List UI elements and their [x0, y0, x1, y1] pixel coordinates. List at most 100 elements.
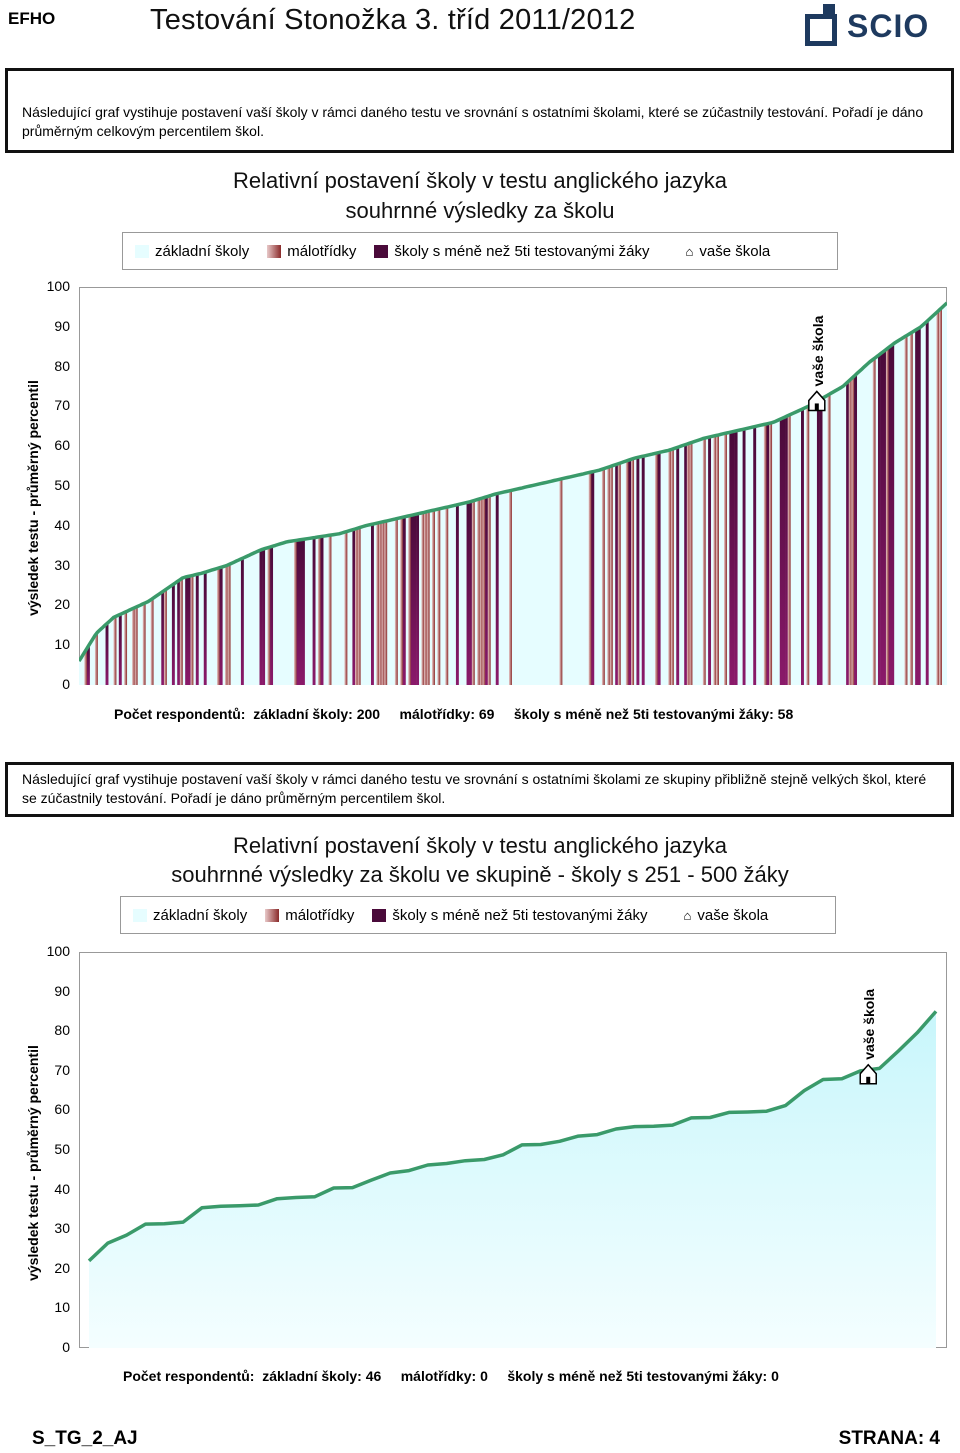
bar-small-school [588, 472, 592, 685]
elementary-area [89, 1011, 936, 1348]
y-tick-label: 10 [54, 636, 70, 653]
bar-small-school [763, 424, 767, 685]
bar-small-school [670, 449, 674, 685]
bar-small-school [668, 450, 672, 685]
bar-small-school [357, 527, 361, 685]
y-tick-label: 80 [54, 357, 70, 374]
bar-few-pupils [891, 344, 895, 685]
bar-few-pupils [742, 429, 746, 685]
y-tick-label: 80 [54, 1022, 70, 1039]
bar-few-pupils [880, 352, 884, 685]
bar-few-pupils [352, 529, 356, 685]
bar-few-pupils [320, 536, 324, 685]
house-icon: ⌂ [683, 907, 692, 923]
bar-few-pupils [877, 354, 881, 685]
bar-small-school [426, 511, 430, 685]
bar-small-school [609, 466, 613, 685]
bar-small-school [394, 518, 398, 685]
bar-small-school [848, 379, 852, 685]
y-tick-label: 0 [62, 1339, 70, 1355]
bar-few-pupils [370, 524, 374, 685]
page-title: Testování Stonožka 3. tříd 2011/2012 [150, 4, 636, 36]
y-tick-label: 50 [54, 1141, 70, 1157]
bar-few-pupils [657, 452, 661, 685]
bar-few-pupils [734, 430, 738, 685]
footer-code: S_TG_2_AJ [32, 1428, 138, 1449]
bar-few-pupils [816, 400, 820, 685]
bar-few-pupils [312, 537, 316, 685]
bar-small-school [163, 589, 167, 685]
chart2-legend: základní školy málotřídky školy s méně n… [120, 896, 836, 934]
info-box-overall: Následující graf vystihuje postavení vaš… [5, 68, 954, 153]
bar-small-school [631, 458, 635, 685]
bar-few-pupils [731, 431, 735, 685]
bar-few-pupils [729, 432, 733, 685]
bar-few-pupils [301, 539, 305, 685]
y-tick-label: 10 [54, 1299, 70, 1316]
bar-few-pupils [801, 409, 804, 685]
bar-few-pupils [708, 436, 712, 685]
bar-few-pupils [628, 459, 632, 685]
info-box-group: Následující graf vystihuje postavení vaš… [5, 762, 954, 817]
bar-few-pupils [753, 426, 757, 685]
bar-small-school [607, 467, 611, 685]
logo-text: SCIO [847, 8, 930, 44]
bar-small-school [224, 565, 228, 685]
bar-small-school [909, 332, 913, 685]
bar-small-school [601, 468, 605, 685]
bar-small-school [625, 460, 629, 685]
y-tick-label: 100 [46, 943, 70, 959]
bar-small-school [400, 517, 404, 685]
y-tick-label: 60 [54, 437, 70, 454]
bar-small-school [885, 348, 889, 685]
bar-few-pupils [299, 539, 303, 685]
chart1-legend: základní školy málotřídky školy s méně n… [122, 232, 838, 270]
bar-few-pupils [413, 514, 417, 685]
bar-small-school [384, 521, 388, 685]
y-tick-label: 50 [54, 477, 70, 493]
bar-small-school [827, 394, 831, 685]
house-door [866, 1076, 871, 1084]
bar-few-pupils [636, 457, 640, 685]
chart1-plot: vaše škola [79, 287, 947, 685]
bar-small-school [432, 510, 435, 685]
result-line [79, 301, 947, 663]
bar-small-school [124, 611, 128, 685]
bar-small-school [713, 435, 717, 685]
bar-few-pupils [641, 456, 645, 685]
legend-swatch-small [267, 244, 282, 258]
y-tick-label: 20 [54, 1259, 70, 1276]
bar-few-pupils [888, 346, 892, 685]
bar-few-pupils [676, 447, 680, 685]
bar-few-pupils [161, 591, 165, 685]
chart2-respondents: Počet respondentů: základní školy: 46 má… [123, 1368, 779, 1384]
bar-few-pupils [219, 567, 223, 685]
bar-few-pupils [262, 549, 266, 685]
house-door [814, 403, 819, 411]
bar-few-pupils [259, 549, 263, 685]
legend2-swatch-small [265, 908, 280, 922]
bar-few-pupils [766, 423, 770, 685]
bar-few-pupils [779, 418, 783, 685]
your-school-house-icon [859, 1063, 877, 1085]
bar-small-school [267, 547, 271, 685]
bar-small-school [509, 490, 512, 685]
chart1-title: Relativní postavení školy v testu anglic… [232, 168, 728, 193]
bar-small-school [939, 309, 942, 685]
your-school-marker [859, 1063, 877, 1085]
legend2-swatch-elementary [133, 908, 147, 922]
document-code: EFHO [8, 9, 56, 28]
bar-small-school [190, 575, 194, 685]
legend-elementary: základní školy [135, 243, 249, 260]
legend-swatch-elementary [135, 244, 149, 258]
bar-few-pupils [615, 464, 619, 685]
bar-small-school [376, 523, 380, 685]
bar-few-pupils [846, 382, 850, 685]
bar-few-pupils [883, 350, 887, 685]
bar-few-pupils [925, 321, 929, 685]
y-tick-label: 40 [54, 516, 70, 533]
legend-small: málotřídky [267, 243, 356, 260]
bar-small-school [294, 540, 297, 685]
bar-small-school [904, 336, 908, 685]
bar-few-pupils [495, 493, 499, 685]
